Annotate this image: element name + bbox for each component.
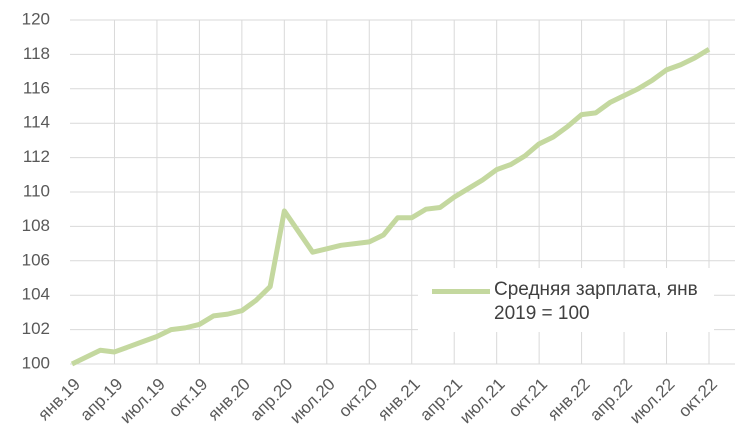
y-tick-label: 114 — [23, 113, 50, 132]
y-tick-label: 106 — [22, 250, 50, 269]
y-tick-label: 120 — [22, 9, 50, 28]
x-tick-label: окт.22 — [675, 375, 721, 421]
line-series — [70, 47, 711, 367]
x-tick-label: окт.21 — [505, 375, 551, 421]
x-tick-label: июл.22 — [626, 375, 679, 428]
y-tick-label: 108 — [22, 216, 50, 235]
legend-label: Средняя зарплата, янв 2019 = 100 — [494, 279, 698, 324]
x-tick-label: окт.19 — [165, 375, 211, 421]
x-tick-label: янв.19 — [34, 375, 84, 425]
legend-swatch — [432, 289, 490, 294]
x-tick-label: июл.21 — [456, 375, 509, 428]
x-tick-label: янв.21 — [374, 375, 424, 425]
x-tick-label: июл.20 — [286, 375, 339, 428]
y-tick-label: 112 — [23, 147, 50, 166]
x-tick-label: янв.20 — [204, 375, 254, 425]
x-tick-label: июл.19 — [116, 375, 169, 428]
y-tick-label: 104 — [22, 285, 50, 304]
x-tick-label: янв.22 — [544, 375, 594, 425]
y-tick-label: 102 — [22, 319, 50, 338]
y-tick-label: 100 — [22, 353, 50, 372]
y-tick-label: 118 — [23, 44, 50, 63]
x-tick-label: окт.20 — [335, 375, 381, 421]
y-tick-label: 116 — [23, 78, 50, 97]
y-tick-label: 110 — [23, 181, 50, 200]
legend: Средняя зарплата, янв 2019 = 100 — [418, 268, 714, 332]
